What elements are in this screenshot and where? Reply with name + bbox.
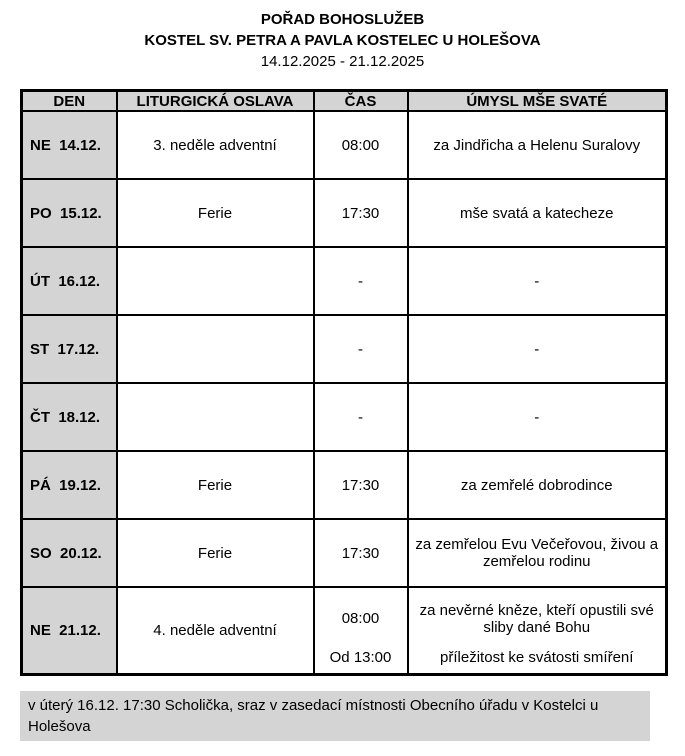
page-title: POŘAD BOHOSLUŽEB <box>260 11 425 28</box>
intention-entry-1: za nevěrné kněze, kteří opustili své sli… <box>419 601 654 636</box>
time-cell: 17:30 <box>312 518 409 588</box>
day-cell: ČT 18.12. <box>20 382 118 452</box>
time-cell: - <box>312 382 409 452</box>
day-cell: SO 20.12. <box>20 518 118 588</box>
title-block: POŘAD BOHOSLUŽEB KOSTEL SV. PETRA A PAVL… <box>0 0 685 72</box>
table-row-saturday-20: SO 20.12. Ferie 17:30 za zemřelou Evu Ve… <box>20 518 668 588</box>
column-header-celebration: LITURGICKÁ OSLAVA <box>115 89 315 112</box>
intention-cell: - <box>406 246 668 316</box>
day-cell: PÁ 19.12. <box>20 450 118 520</box>
intention-cell: - <box>406 382 668 452</box>
time-cell: 08:00 Od 13:00 <box>312 586 409 676</box>
intention-cell: za zemřelou Evu Večeřovou, živou a zemře… <box>406 518 668 588</box>
time-cell: 17:30 <box>312 450 409 520</box>
table-row-thursday-18: ČT 18.12. - - <box>20 382 668 452</box>
celebration-cell <box>115 314 315 384</box>
footer-note: v úterý 16.12. 17:30 Scholička, sraz v z… <box>20 691 650 741</box>
celebration-cell: Ferie <box>115 178 315 248</box>
time-cell: 17:30 <box>312 178 409 248</box>
schedule-table: DEN LITURGICKÁ OSLAVA ČAS ÚMYSL MŠE SVAT… <box>20 89 668 676</box>
intention-cell: za Jindřicha a Helenu Suralovy <box>406 110 668 180</box>
intention-cell: za zemřelé dobrodince <box>406 450 668 520</box>
column-header-day: DEN <box>20 89 118 112</box>
intention-stack: za nevěrné kněze, kteří opustili své sli… <box>413 589 662 673</box>
time-cell: 08:00 <box>312 110 409 180</box>
table-row-monday-15: PO 15.12. Ferie 17:30 mše svatá a katech… <box>20 178 668 248</box>
column-header-intention: ÚMYSL MŠE SVATÉ <box>406 89 668 112</box>
table-row-sunday-14: NE 14.12. 3. neděle adventní 08:00 za Ji… <box>20 110 668 180</box>
church-name: KOSTEL SV. PETRA A PAVLA KOSTELEC U HOLE… <box>144 32 541 49</box>
intention-cell: - <box>406 314 668 384</box>
day-cell: ÚT 16.12. <box>20 246 118 316</box>
table-row-friday-19: PÁ 19.12. Ferie 17:30 za zemřelé dobrodi… <box>20 450 668 520</box>
celebration-cell: Ferie <box>115 450 315 520</box>
intention-cell: mše svatá a katecheze <box>406 178 668 248</box>
table-header-row: DEN LITURGICKÁ OSLAVA ČAS ÚMYSL MŠE SVAT… <box>20 89 668 112</box>
celebration-cell <box>115 382 315 452</box>
intention-cell: za nevěrné kněze, kteří opustili své sli… <box>406 586 668 676</box>
date-range: 14.12.2025 - 21.12.2025 <box>260 53 425 70</box>
table-row-wednesday-17: ST 17.12. - - <box>20 314 668 384</box>
time-stack: 08:00 Od 13:00 <box>316 589 406 673</box>
table-row-sunday-21: NE 21.12. 4. neděle adventní 08:00 Od 13… <box>20 586 668 676</box>
day-cell: NE 14.12. <box>20 110 118 180</box>
day-cell: ST 17.12. <box>20 314 118 384</box>
time-cell: - <box>312 246 409 316</box>
celebration-cell: Ferie <box>115 518 315 588</box>
column-header-time: ČAS <box>312 89 409 112</box>
day-cell: NE 21.12. <box>20 586 118 676</box>
celebration-cell <box>115 246 315 316</box>
celebration-cell: 3. neděle adventní <box>115 110 315 180</box>
intention-entry-2: příležitost ke svátosti smíření <box>440 649 634 666</box>
day-cell: PO 15.12. <box>20 178 118 248</box>
time-entry-1: 08:00 <box>341 610 380 627</box>
celebration-cell: 4. neděle adventní <box>115 586 315 676</box>
time-cell: - <box>312 314 409 384</box>
time-entry-2: Od 13:00 <box>329 649 392 666</box>
table-row-tuesday-16: ÚT 16.12. - - <box>20 246 668 316</box>
